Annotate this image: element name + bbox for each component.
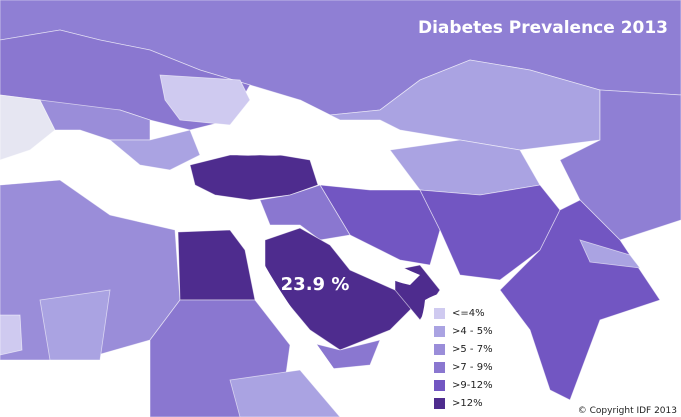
legend-label: >12%	[452, 398, 483, 409]
sea	[0, 159, 255, 230]
country	[39, 289, 111, 361]
legend-label: >5 - 7%	[452, 344, 493, 355]
country	[0, 94, 56, 161]
country	[108, 129, 201, 171]
legend: <=4% >4 - 5% >5 - 7% >7 - 9% >9-12% >12%	[428, 300, 508, 412]
legend-swatch	[434, 380, 445, 391]
country	[229, 369, 341, 417]
country	[177, 229, 256, 301]
country	[0, 314, 23, 356]
sea	[200, 124, 303, 156]
legend-swatch	[434, 398, 445, 409]
sea	[348, 124, 381, 189]
legend-swatch	[434, 362, 445, 373]
legend-swatch	[434, 326, 445, 337]
sea	[345, 240, 420, 285]
copyright: © Copyright IDF 2013	[578, 406, 677, 416]
legend-label: >7 - 9%	[452, 362, 493, 373]
country	[259, 184, 351, 241]
sea	[240, 235, 335, 375]
sea	[588, 300, 681, 417]
legend-label: <=4%	[452, 308, 485, 319]
annotation: 23.9 %	[281, 274, 350, 295]
legend-swatch	[434, 308, 445, 319]
map-title: Diabetes Prevalence 2013	[418, 18, 668, 38]
legend-swatch	[434, 344, 445, 355]
legend-label: >9-12%	[452, 380, 493, 391]
legend-label: >4 - 5%	[452, 326, 493, 337]
country	[579, 239, 641, 269]
